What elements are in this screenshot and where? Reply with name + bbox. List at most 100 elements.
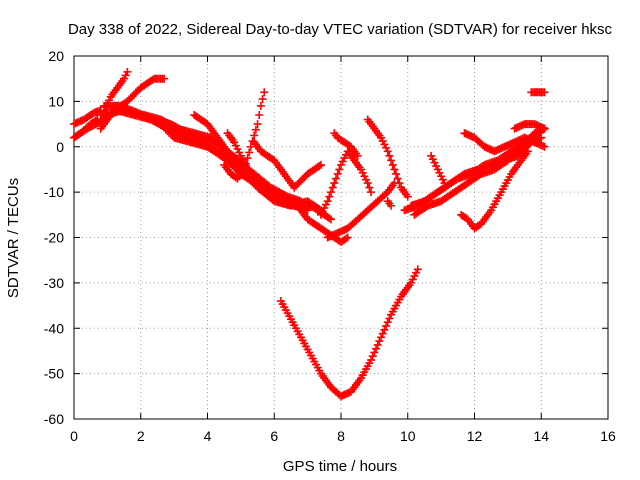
- data-series: [460, 129, 549, 156]
- data-series: [383, 197, 396, 210]
- data-point: [383, 318, 392, 327]
- data-series: [290, 197, 352, 247]
- y-tick-label: -10: [44, 184, 64, 200]
- data-point: [395, 179, 404, 188]
- data-point: [316, 160, 325, 169]
- grid: [74, 56, 608, 419]
- data-point: [315, 162, 324, 171]
- data-point: [245, 148, 254, 157]
- data-point: [368, 352, 377, 361]
- data-point: [388, 160, 397, 169]
- data-point: [230, 160, 239, 169]
- y-tick-label: 20: [48, 48, 64, 64]
- data-point: [393, 174, 402, 183]
- data-point: [375, 337, 384, 346]
- data-point: [440, 179, 449, 188]
- data-point: [246, 142, 255, 151]
- data-point: [387, 156, 396, 165]
- data-series: [527, 88, 549, 97]
- y-tick-label: -60: [44, 411, 64, 427]
- data-point: [255, 110, 264, 119]
- data-point: [403, 192, 412, 201]
- x-axis-label: GPS time / hours: [283, 458, 397, 475]
- data-point: [258, 95, 267, 104]
- data-point: [380, 325, 389, 334]
- data-point: [250, 131, 259, 140]
- x-tick-label: 4: [204, 428, 212, 444]
- data-point: [523, 147, 532, 156]
- data-series: [223, 129, 252, 174]
- data-point: [385, 151, 394, 160]
- data-point: [256, 101, 265, 110]
- x-tick-label: 0: [70, 428, 78, 444]
- data-point: [382, 321, 391, 330]
- data-point: [123, 67, 132, 76]
- y-tick-label: -50: [44, 366, 64, 382]
- data-points: [70, 67, 549, 401]
- data-series: [330, 129, 362, 160]
- y-tick-label: 10: [48, 93, 64, 109]
- data-point: [325, 214, 334, 223]
- data-point: [343, 233, 352, 242]
- data-point: [373, 340, 382, 349]
- data-point: [323, 197, 332, 206]
- data-point: [326, 188, 335, 197]
- data-series: [323, 179, 399, 242]
- x-tick-label: 2: [137, 428, 145, 444]
- data-series: [510, 120, 549, 133]
- y-tick-label: 0: [56, 139, 64, 155]
- chart-title: Day 338 of 2022, Sidereal Day-to-day VTE…: [68, 21, 613, 38]
- data-point: [326, 215, 335, 224]
- data-point: [537, 133, 546, 142]
- x-tick-label: 16: [600, 428, 616, 444]
- data-point: [243, 154, 252, 163]
- data-point: [383, 147, 392, 156]
- x-tick-label: 10: [400, 428, 416, 444]
- y-tick-label: -40: [44, 320, 64, 336]
- data-point: [251, 125, 260, 134]
- data-series: [250, 138, 325, 192]
- data-series: [427, 151, 449, 188]
- data-point: [367, 356, 376, 365]
- data-point: [328, 183, 337, 192]
- axis-ticks: 0 2 4 6 8 10 12 14 16 -60 -50 -40 -30 -20 -10 0 10 20: [44, 48, 616, 444]
- data-point: [342, 234, 351, 243]
- data-point: [390, 165, 399, 174]
- data-point: [331, 174, 340, 183]
- data-point: [333, 169, 342, 178]
- data-point: [372, 344, 381, 353]
- x-tick-label: 12: [467, 428, 483, 444]
- x-tick-label: 14: [533, 428, 549, 444]
- data-point: [335, 165, 344, 174]
- data-point: [160, 74, 169, 83]
- data-point: [365, 183, 374, 192]
- data-point: [363, 179, 372, 188]
- data-series: [316, 147, 376, 219]
- data-series: [70, 106, 105, 129]
- y-tick-label: -20: [44, 230, 64, 246]
- data-point: [392, 169, 401, 178]
- data-series: [457, 147, 532, 233]
- data-point: [378, 329, 387, 338]
- data-point: [377, 333, 386, 342]
- data-point: [413, 265, 422, 274]
- data-point: [243, 165, 252, 174]
- y-tick-label: -30: [44, 275, 64, 291]
- data-point: [370, 348, 379, 357]
- data-point: [540, 142, 549, 151]
- data-point: [385, 314, 394, 323]
- data-series: [363, 115, 412, 201]
- data-point: [330, 179, 339, 188]
- x-tick-label: 6: [270, 428, 278, 444]
- data-point: [325, 192, 334, 201]
- data-point: [253, 120, 262, 129]
- data-point: [540, 88, 549, 97]
- data-point: [387, 201, 396, 210]
- data-point: [353, 151, 362, 160]
- data-point: [367, 188, 376, 197]
- data-series: [276, 265, 422, 401]
- data-point: [540, 124, 549, 133]
- data-point: [260, 88, 269, 97]
- y-axis-label: SDTVAR / TECUs: [5, 178, 22, 298]
